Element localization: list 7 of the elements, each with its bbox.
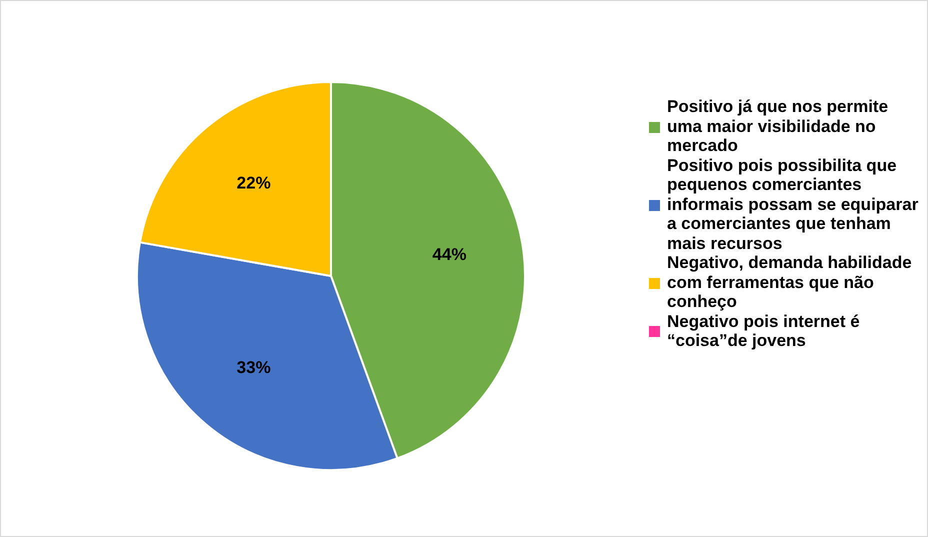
data-label: 22% [236, 174, 271, 193]
legend-label: Positivo já que nos permite uma maior visibilidade no mercado [667, 97, 888, 155]
legend-label: Positivo pois possibilita que pequenos comerciantes informais possam se equiparar a comerciantes que tenham mais recursos [667, 156, 918, 252]
data-label: 44% [432, 244, 466, 264]
legend-label: Negativo, demanda habilidade com ferramentas que não conheço [667, 253, 912, 311]
data-label: 33% [236, 358, 271, 377]
legend-label: Negativo pois internet é “coisa”de jovens [667, 312, 860, 350]
